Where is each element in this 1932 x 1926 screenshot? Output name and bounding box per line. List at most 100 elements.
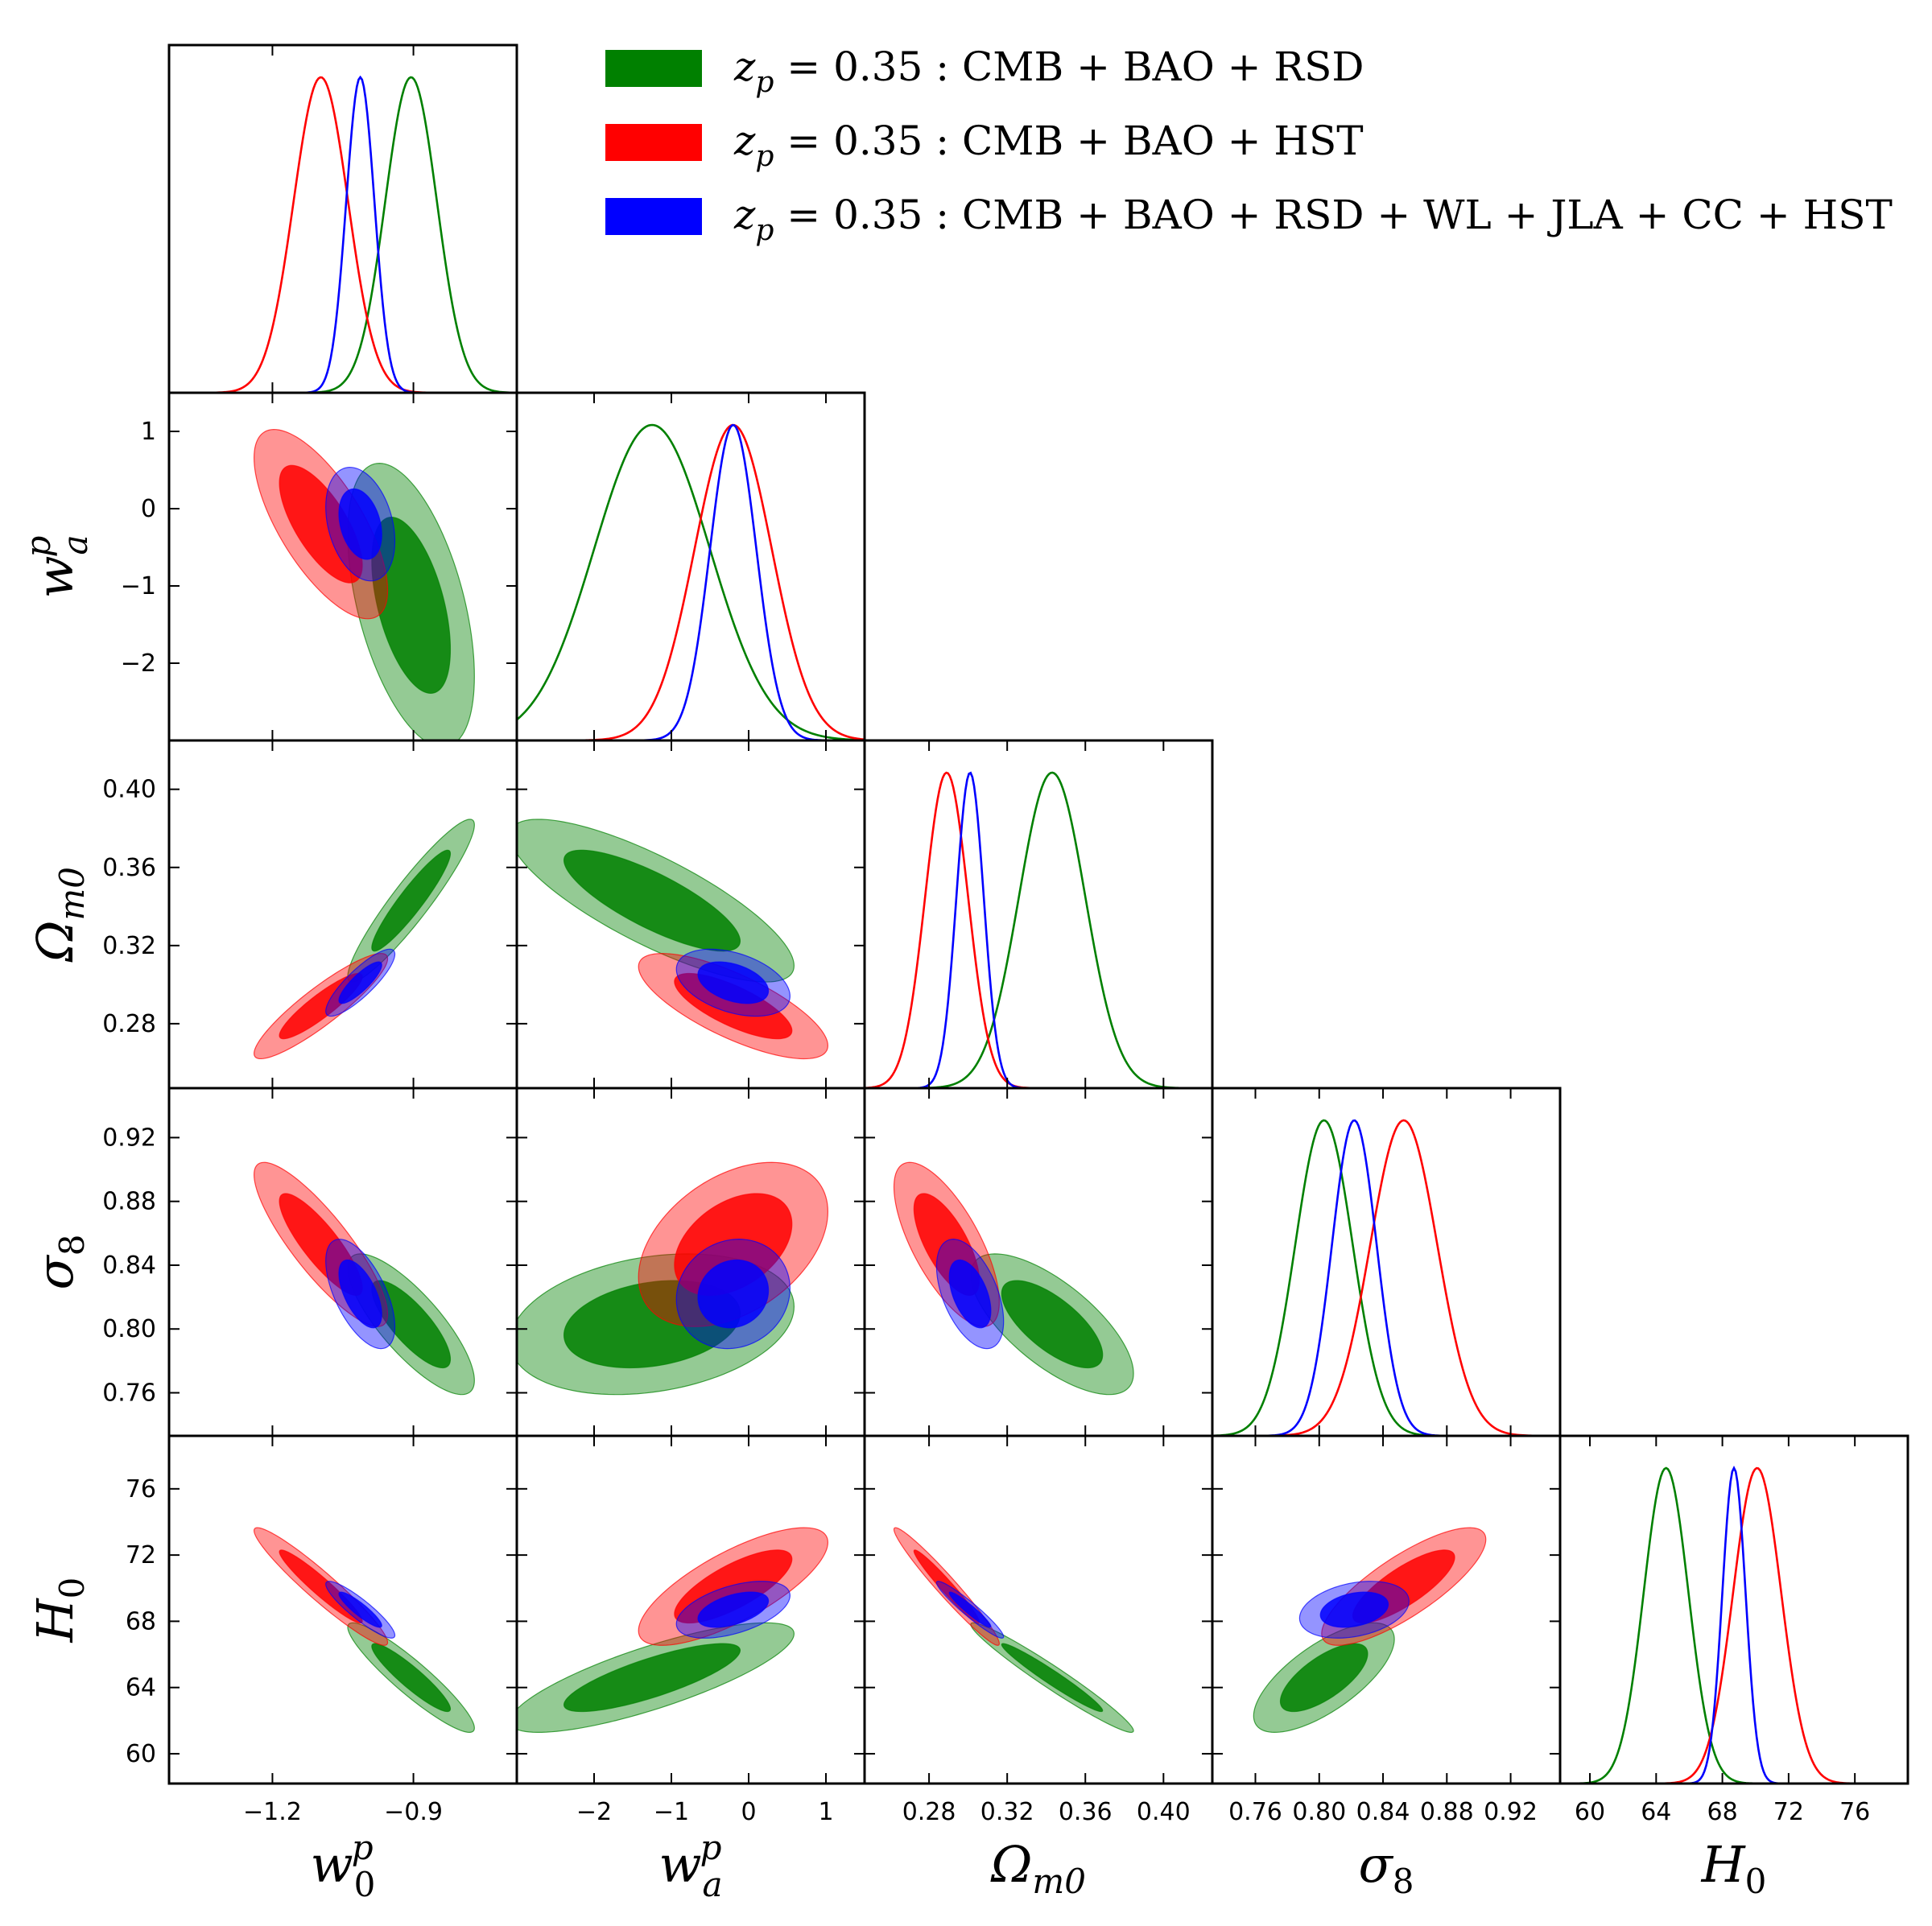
x-tick-label-w0: −0.9: [384, 1798, 443, 1826]
y-tick-label-s8: 0.80: [102, 1315, 156, 1343]
y-tick-label-h0: 76: [126, 1475, 156, 1503]
panel-w0-om: [167, 739, 518, 1090]
contour-68-wa-om-series-0: [563, 849, 741, 952]
x-axis-label-w0: wp 0: [311, 1828, 376, 1904]
x-axis-label-om: Ωm0: [990, 1835, 1086, 1901]
legend-swatch: [605, 198, 702, 235]
legend-label: zp = 0.35 : CMB + BAO + HST: [733, 118, 1364, 173]
panel-om-h0: [863, 1434, 1214, 1785]
panel-frame: [863, 1434, 1214, 1785]
contour-68-w0-wa-series-0: [371, 516, 452, 695]
marginal-curve-h0-series-1: [1560, 1466, 1908, 1784]
marginal-curve-h0-series-2: [1560, 1466, 1908, 1784]
contour-68-om-s8-series-2: [948, 1259, 992, 1329]
contour-68-w0-om-series-2: [338, 961, 382, 1004]
panel-frame: [1558, 1434, 1909, 1785]
panel-frame: [863, 1087, 1214, 1437]
marginal-curve-s8-series-0: [1212, 1119, 1560, 1436]
panel-s8-h0: [1211, 1434, 1562, 1785]
y-axis-label-s8: σ8: [26, 1234, 92, 1289]
panel-wa: [515, 391, 866, 742]
y-tick-label-wa: 0: [141, 495, 156, 523]
y-tick-label-wa: −1: [121, 572, 156, 600]
panel-w0-s8: [167, 1087, 518, 1437]
x-tick-label-h0: 72: [1773, 1798, 1804, 1826]
contour-68-w0-h0-series-2: [338, 1591, 382, 1628]
y-tick-label-h0: 72: [126, 1541, 156, 1569]
legend-swatch: [605, 50, 702, 87]
panel-om-s8: [863, 1087, 1214, 1437]
contour-68-wa-s8-series-2: [697, 1259, 770, 1329]
contour-68-wa-om-series-2: [697, 961, 770, 1004]
x-tick-label-h0: 76: [1839, 1798, 1870, 1826]
x-tick-label-s8: 0.88: [1420, 1798, 1474, 1826]
y-tick-label-s8: 0.92: [102, 1124, 156, 1152]
marginal-curve-wa-series-1: [517, 423, 865, 740]
contour-68-s8-h0-series-2: [1319, 1591, 1389, 1628]
y-tick-label-h0: 60: [126, 1740, 156, 1768]
y-tick-label-s8: 0.88: [102, 1188, 156, 1216]
x-tick-label-wa: −1: [654, 1798, 689, 1826]
x-tick-label-wa: 1: [818, 1798, 833, 1826]
contour-68-w0-om-series-0: [371, 849, 452, 952]
marginal-curve-om-series-2: [865, 771, 1212, 1088]
contour-68-w0-wa-series-2: [338, 488, 382, 560]
panel-w0-wa: [167, 391, 518, 742]
contour-68-wa-h0-series-2: [697, 1591, 770, 1628]
y-tick-label-om: 0.40: [102, 776, 156, 804]
panel-s8: [1211, 1087, 1562, 1437]
x-tick-label-h0: 60: [1575, 1798, 1605, 1826]
legend-label: zp = 0.35 : CMB + BAO + RSD + WL + JLA +…: [733, 192, 1893, 247]
legend-swatch: [605, 124, 702, 161]
panel-om: [863, 739, 1214, 1090]
contour-68-om-h0-series-2: [948, 1591, 992, 1628]
y-tick-label-s8: 0.84: [102, 1252, 156, 1280]
y-tick-label-om: 0.28: [102, 1010, 156, 1038]
marginal-curve-w0-series-0: [169, 76, 517, 393]
x-tick-label-s8: 0.80: [1292, 1798, 1346, 1826]
legend-item-2: zp = 0.35 : CMB + BAO + RSD + WL + JLA +…: [605, 192, 1893, 247]
y-tick-label-wa: 1: [141, 418, 156, 446]
x-tick-label-h0: 68: [1707, 1798, 1738, 1826]
y-tick-label-h0: 64: [126, 1674, 156, 1702]
x-tick-label-s8: 0.92: [1484, 1798, 1538, 1826]
y-tick-label-om: 0.32: [102, 932, 156, 960]
x-tick-label-om: 0.32: [980, 1798, 1034, 1826]
panel-frame: [863, 739, 1214, 1090]
marginal-curve-s8-series-1: [1212, 1119, 1560, 1436]
tick-labels-layer: −2 −1 0 1 0.28 0.32 0.36 0.40 0.76 0.80 0.84 0.88 0.…: [102, 418, 1870, 1826]
panel-wa-h0: [515, 1434, 866, 1785]
y-tick-label-wa: −2: [121, 650, 156, 678]
marginal-curve-wa-series-0: [517, 423, 865, 740]
y-tick-label-s8: 0.76: [102, 1379, 156, 1407]
panel-h0: [1558, 1434, 1909, 1785]
y-tick-label-h0: 68: [126, 1607, 156, 1635]
x-tick-label-w0: −1.2: [243, 1798, 302, 1826]
panel-frame: [167, 43, 518, 394]
x-tick-label-wa: 0: [741, 1798, 756, 1826]
x-tick-label-h0: 64: [1641, 1798, 1671, 1826]
marginal-curve-h0-series-0: [1560, 1466, 1908, 1784]
x-tick-label-om: 0.28: [902, 1798, 956, 1826]
x-tick-label-wa: −2: [576, 1798, 612, 1826]
axis-labels-layer: wpa Ωm0 σ8 wp 0 H0 wp a Ωm0 σ8 H0: [19, 534, 1766, 1904]
contour-68-w0-h0-series-0: [371, 1643, 452, 1713]
x-tick-label-om: 0.40: [1137, 1798, 1191, 1826]
panels-layer: [167, 43, 1909, 1785]
legend-item-0: zp = 0.35 : CMB + BAO + RSD: [605, 43, 1364, 99]
panel-w0-h0: [167, 1434, 518, 1785]
legend-label: zp = 0.35 : CMB + BAO + RSD: [733, 43, 1364, 99]
y-axis-label-wa: wpa: [19, 534, 95, 598]
panel-frame: [1211, 1087, 1562, 1437]
contour-68-om-h0-series-0: [1001, 1643, 1104, 1713]
contour-68-om-s8-series-0: [1001, 1280, 1104, 1369]
marginal-curve-wa-series-2: [517, 423, 865, 740]
y-axis-label-h0: H0: [26, 1578, 92, 1643]
contour-68-w0-s8-series-2: [338, 1259, 382, 1329]
x-tick-label-om: 0.36: [1059, 1798, 1113, 1826]
panel-wa-s8: [515, 1087, 866, 1437]
x-axis-label-h0: H0: [1701, 1835, 1767, 1901]
marginal-curve-om-series-0: [865, 771, 1212, 1088]
legend: zp = 0.35 : CMB + BAO + RSD zp = 0.35 : C…: [605, 43, 1893, 247]
